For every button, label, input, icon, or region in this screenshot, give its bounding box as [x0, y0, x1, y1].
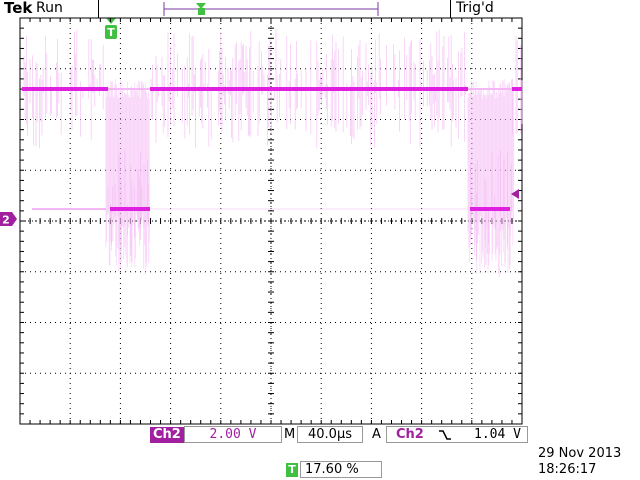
trigger-mode: A — [372, 427, 381, 442]
channel-marker-icon: 2 — [0, 212, 17, 227]
time: 18:26:17 — [538, 462, 597, 477]
run-state: Run — [36, 0, 63, 16]
falling-edge-icon — [439, 430, 451, 440]
graticule — [19, 17, 523, 425]
trigger-position-badge: T — [286, 463, 298, 477]
channel-2-trace — [22, 29, 523, 278]
date: 29 Nov 2013 — [538, 446, 622, 461]
header-divider-left — [98, 0, 99, 18]
channel-2-ground-marker[interactable]: 2 — [0, 211, 18, 227]
time-per-div[interactable]: 40.0µs — [297, 426, 363, 443]
trigger-source: Ch2 — [396, 427, 424, 442]
trigger-readout[interactable] — [386, 426, 528, 443]
trigger-position[interactable]: 17.60 % — [300, 461, 382, 478]
brand-logo: Tek — [4, 0, 33, 17]
record-view-indicator — [163, 2, 379, 16]
trigger-marker-label: T — [107, 26, 115, 39]
timebase-prefix: M — [284, 427, 296, 442]
trigger-status: Trig'd — [456, 0, 494, 16]
trigger-position-marker[interactable]: T — [104, 18, 118, 42]
trigger-arrow-icon: T — [105, 18, 117, 39]
header-divider-right — [450, 0, 451, 18]
trigger-level: 1.04 V — [474, 427, 521, 442]
trigger-level-marker[interactable] — [510, 188, 520, 200]
channel-label-badge[interactable]: Ch2 — [150, 427, 184, 443]
volts-per-div[interactable]: 2.00 V — [184, 426, 282, 443]
channel-marker-label: 2 — [2, 214, 10, 227]
